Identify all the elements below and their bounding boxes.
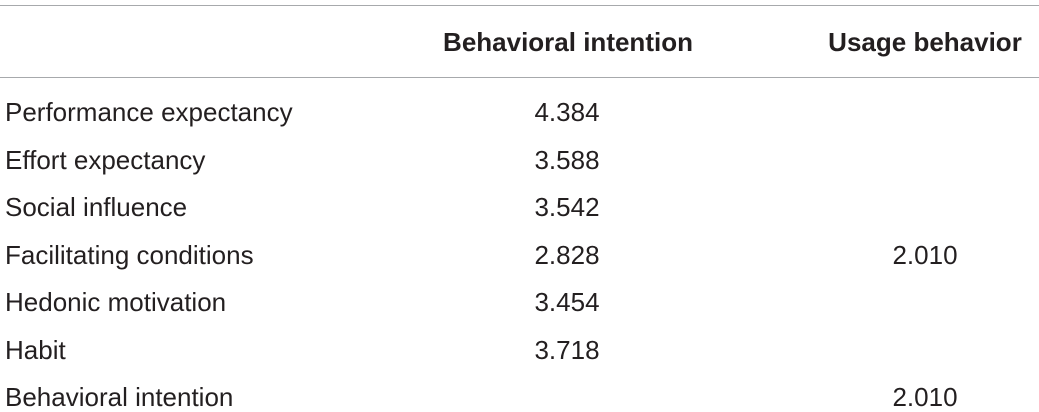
cell-value: 2.010 [892,382,958,412]
top-rule [0,5,1039,6]
cell-value: 3.454 [534,287,600,317]
row-label: Behavioral intention [5,382,234,412]
row-label: Performance expectancy [5,97,293,127]
cell-value: 3.718 [534,334,600,365]
row-label: Facilitating conditions [5,239,254,270]
cell-value: 3.588 [534,144,600,175]
row-label: Effort expectancy [5,144,206,175]
cell-value: 3.542 [534,192,600,222]
row-label: Habit [5,334,66,365]
column-header: Usage behavior [828,27,1022,57]
cell-value: 4.384 [534,97,600,127]
cell-value: 2.010 [892,239,958,270]
cell-value: 2.828 [534,239,600,270]
column-header: Behavioral intention [443,27,693,57]
row-label: Hedonic motivation [5,287,227,317]
header-rule [0,77,1039,78]
row-label: Social influence [5,192,188,222]
